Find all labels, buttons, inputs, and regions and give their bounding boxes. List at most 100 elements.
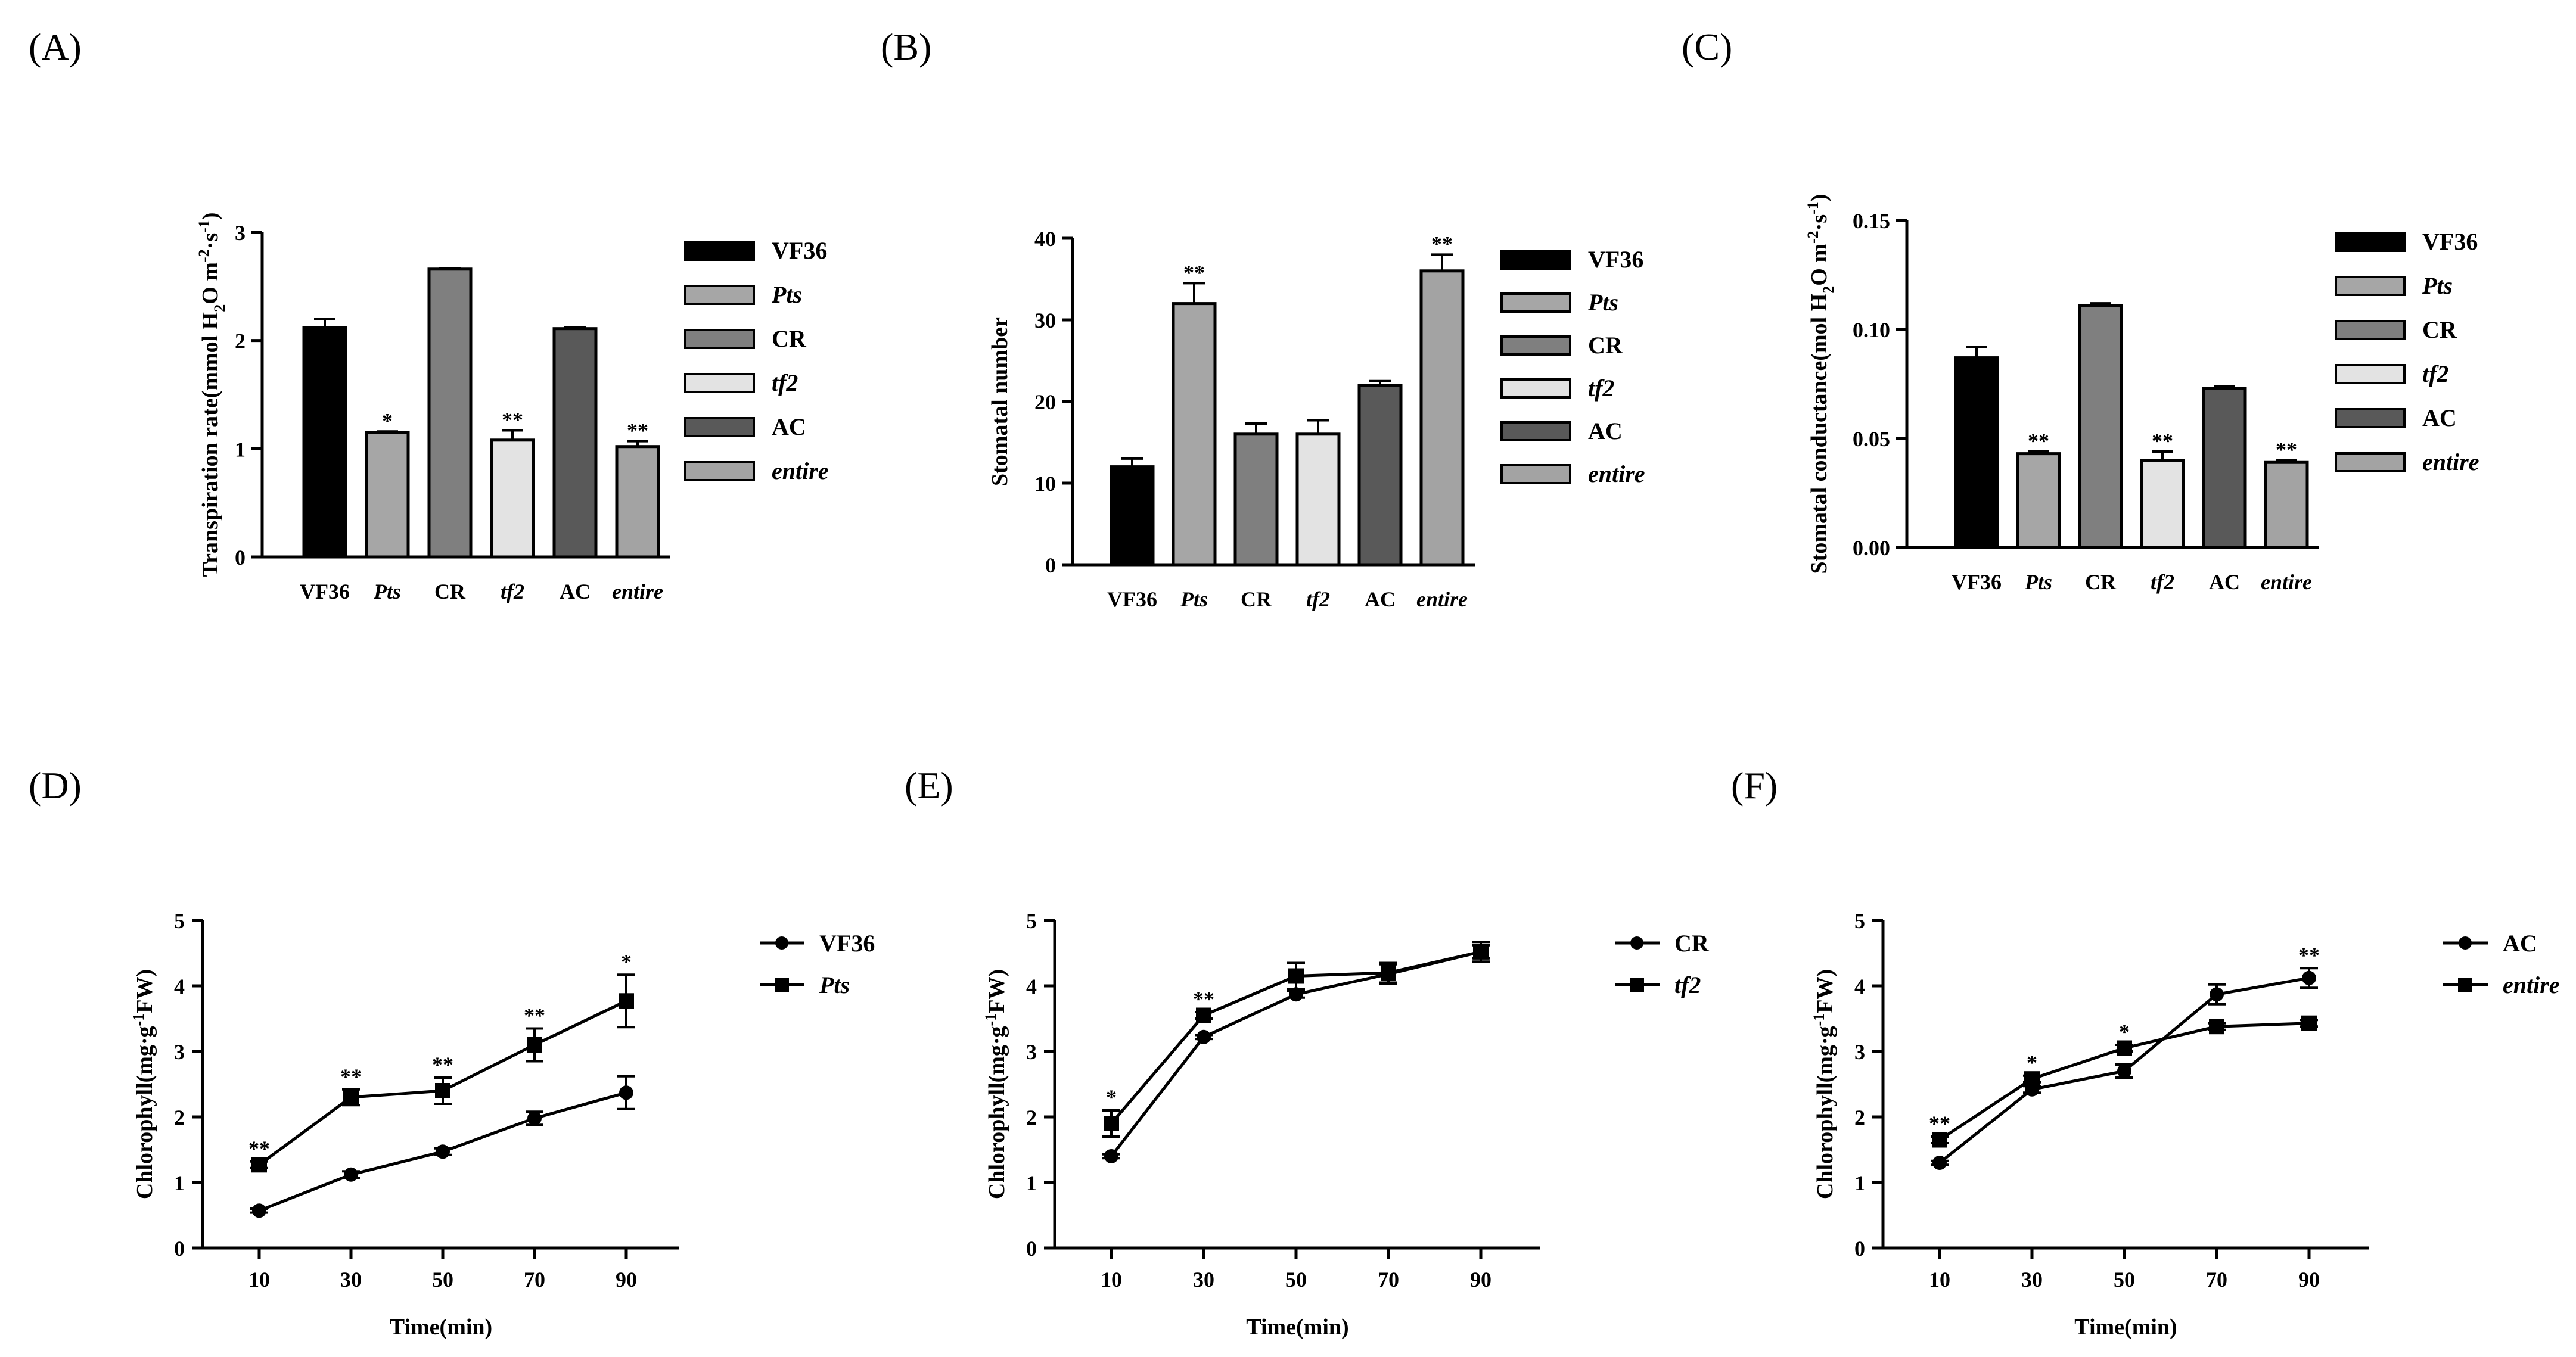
- panel-label: (C): [1682, 26, 1732, 68]
- bar-tf2: [490, 438, 535, 559]
- x-axis-title: Time(min): [1246, 1315, 1348, 1340]
- y-tick-label: 1: [1854, 1171, 1865, 1195]
- x-tick-label: 10: [248, 1268, 270, 1291]
- x-tick-label: 90: [616, 1268, 637, 1291]
- legend-swatch-entire: [2335, 452, 2406, 472]
- y-tick-label: 30: [1034, 309, 1056, 332]
- legend-swatch-tf2: [684, 373, 755, 393]
- y-tick-label: 5: [174, 909, 185, 933]
- legend-label: CR: [1674, 930, 1710, 957]
- y-tick-label: 0.10: [1853, 318, 1890, 342]
- line-chart-f: (F) 0 1 2 3 4 5 10 30 50 70 90 Time(min) Chlorophyll(…: [1731, 764, 2560, 1340]
- legend-swatch-CR: [684, 329, 755, 349]
- bar-AC: [1357, 384, 1403, 567]
- y-tick-label: 3: [235, 221, 246, 245]
- bar-AC: [552, 327, 598, 559]
- x-axis-title: Time(min): [390, 1315, 492, 1340]
- y-axis-title-part: FW): [132, 969, 157, 1013]
- bar-CR: [427, 267, 473, 559]
- y-tick-label: 2: [1026, 1106, 1037, 1129]
- legend-marker: [1630, 936, 1643, 950]
- legend-swatch-AC: [1500, 421, 1571, 441]
- legend-swatch-tf2: [2335, 364, 2406, 384]
- y-tick-label: 1: [174, 1171, 185, 1195]
- y-axis-title-part: O m: [1807, 244, 1832, 286]
- y-tick-label: 1: [235, 437, 246, 461]
- significance-mark: **: [1929, 1112, 1950, 1135]
- y-axis-title: Chlorophyll(mg·g-1FW): [1810, 969, 1838, 1199]
- y-axis-title: Chlorophyll(mg·g-1FW): [982, 969, 1009, 1199]
- x-tick-label: entire: [612, 580, 663, 603]
- y-tick-label: 0: [1045, 553, 1056, 577]
- panel-label: (D): [29, 764, 82, 807]
- y-axis-title: Stomatal number: [987, 317, 1012, 486]
- significance-mark: **: [2028, 429, 2049, 453]
- x-tick-label: Pts: [373, 580, 401, 603]
- y-axis-title-part: -1: [195, 220, 213, 233]
- significance-mark: **: [1431, 232, 1453, 256]
- y-tick-label: 4: [1854, 975, 1865, 998]
- legend-label: entire: [1588, 460, 1645, 487]
- x-tick-label: VF36: [300, 580, 350, 603]
- point-AC: [2210, 987, 2224, 1002]
- legend-label: tf2: [772, 369, 798, 396]
- y-tick-label: 0: [174, 1237, 185, 1260]
- legend-label: tf2: [1588, 375, 1614, 402]
- point-entire: [2117, 1040, 2132, 1056]
- y-axis-title-part: 2: [211, 304, 228, 312]
- significance-mark: **: [1193, 987, 1214, 1011]
- panel-label: (B): [881, 26, 931, 68]
- point-VF36: [252, 1203, 266, 1218]
- x-tick-label: CR: [1241, 587, 1272, 611]
- y-tick-label: 20: [1034, 390, 1056, 414]
- y-axis-title: Stomatal conductance(mol H2O m-2·s-1): [1804, 194, 1837, 574]
- legend-label: VF36: [1588, 246, 1643, 273]
- legend-swatch-Pts: [2335, 276, 2406, 296]
- y-axis-title-part: Transpiration rate(mmol H: [198, 312, 223, 577]
- point-VF36: [527, 1111, 542, 1126]
- legend-swatch-VF36: [1500, 250, 1571, 270]
- line-chart-d: (D) 0 1 2 3 4 5 10 30 50 70 90 Time(min) Chlorophyll(…: [29, 764, 875, 1340]
- y-tick-label: 0: [1026, 1237, 1037, 1260]
- y-axis-title-part: -2: [195, 249, 213, 262]
- y-axis-title-part: FW): [1813, 969, 1838, 1013]
- point-Pts: [251, 1157, 267, 1173]
- bar-tf2: [1295, 432, 1341, 567]
- legend-swatch-AC: [2335, 408, 2406, 428]
- legend-label: Pts: [1587, 289, 1618, 316]
- y-tick-label: 10: [1034, 472, 1056, 496]
- significance-mark: *: [382, 409, 393, 432]
- bar-CR: [1233, 432, 1279, 567]
- significance-mark: *: [1106, 1085, 1117, 1109]
- y-tick-label: 2: [235, 329, 246, 353]
- x-tick-label: VF36: [1952, 570, 2002, 594]
- x-tick-label: 70: [2206, 1268, 2227, 1291]
- significance-mark: *: [2119, 1020, 2130, 1044]
- x-tick-label: tf2: [2151, 570, 2174, 594]
- y-tick-label: 0.05: [1853, 427, 1890, 451]
- x-tick-label: AC: [1365, 587, 1396, 611]
- legend-label: Pts: [771, 281, 802, 308]
- y-tick-label: 2: [174, 1106, 185, 1129]
- point-tf2: [1288, 968, 1304, 984]
- x-tick-label: VF36: [1107, 587, 1157, 611]
- x-tick-label: 30: [1193, 1268, 1214, 1291]
- significance-mark: **: [502, 407, 523, 431]
- legend-swatch-AC: [684, 417, 755, 437]
- x-tick-label: entire: [2261, 570, 2312, 594]
- significance-mark: **: [2298, 943, 2320, 967]
- x-tick-label: tf2: [501, 580, 524, 603]
- y-tick-label: 1: [1026, 1171, 1037, 1195]
- significance-mark: **: [627, 419, 648, 443]
- legend-label: tf2: [1674, 972, 1701, 998]
- legend-marker: [2458, 978, 2472, 992]
- x-tick-label: 70: [524, 1268, 545, 1291]
- y-axis-title-part: -1: [982, 1013, 999, 1026]
- bar-CR: [2078, 304, 2123, 549]
- x-tick-label: 30: [340, 1268, 362, 1291]
- panel-label: (E): [905, 764, 953, 807]
- y-axis-title-part: -2: [1804, 231, 1822, 244]
- y-axis-title-part: Stomatal conductance(mol H: [1807, 294, 1832, 574]
- y-tick-label: 0.15: [1853, 209, 1890, 233]
